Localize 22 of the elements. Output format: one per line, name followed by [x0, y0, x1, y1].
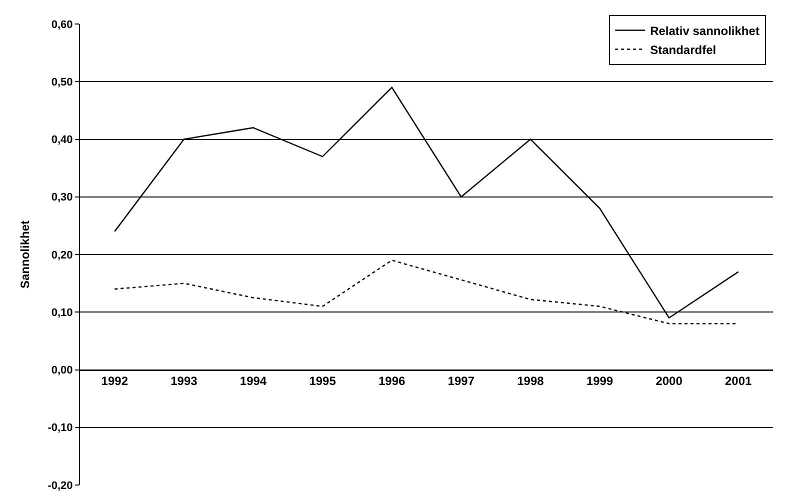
- y-tick-label: 0,20: [51, 249, 73, 262]
- y-axis-title: Sannolikhet: [18, 220, 32, 289]
- y-tick-label: 0,60: [51, 18, 73, 31]
- x-tick-label: 2001: [725, 374, 752, 388]
- x-tick-label: 2000: [656, 374, 683, 388]
- legend-label: Relativ sannolikhet: [650, 24, 760, 38]
- y-tick-label: 0,30: [51, 192, 73, 204]
- y-tick-label: 0,50: [51, 76, 73, 88]
- x-tick-label: 1999: [586, 374, 614, 388]
- y-tick-label: 0,00: [51, 364, 73, 377]
- legend-label: Standardfel: [650, 42, 716, 57]
- x-tick-label: 1995: [309, 374, 336, 388]
- y-tick-label: 0,10: [51, 306, 73, 319]
- x-tick-label: 1993: [170, 374, 198, 388]
- y-tick-label: -0,20: [48, 480, 73, 492]
- x-tick-label: 1997: [448, 374, 475, 388]
- x-tick-label: 1998: [517, 374, 544, 388]
- y-tick-label: 0,40: [51, 134, 73, 146]
- y-tick-label: -0,10: [48, 422, 73, 434]
- x-tick-label: 1994: [240, 374, 267, 388]
- x-tick-label: 1992: [101, 374, 128, 388]
- x-tick-label: 1996: [378, 374, 406, 388]
